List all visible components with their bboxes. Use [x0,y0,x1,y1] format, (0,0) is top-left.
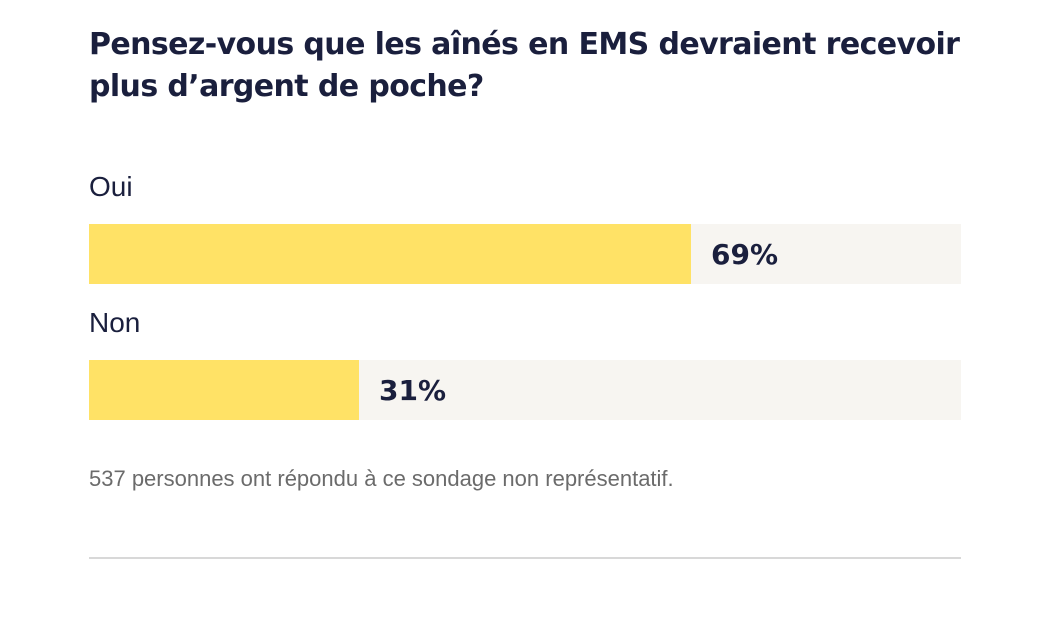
bar-value-label: 69% [711,238,779,271]
poll-answer: Non 31% [89,306,961,420]
poll-question: Pensez-vous que les aînés en EMS devraie… [89,27,960,104]
divider [89,557,961,559]
bar-value-label: 31% [379,374,447,407]
bar-track: 31% [89,360,961,420]
bar [89,224,691,284]
bar [89,360,359,420]
answer-label: Oui [89,171,133,202]
poll-answer: Oui 69% [89,170,961,284]
answer-label: Non [89,307,141,338]
poll-footnote: 537 personnes ont répondu à ce sondage n… [89,466,674,491]
bar-track: 69% [89,224,961,284]
poll-answers: Oui 69% Non 31% [89,170,961,420]
poll-widget: Pensez-vous que les aînés en EMS devraie… [89,24,961,442]
